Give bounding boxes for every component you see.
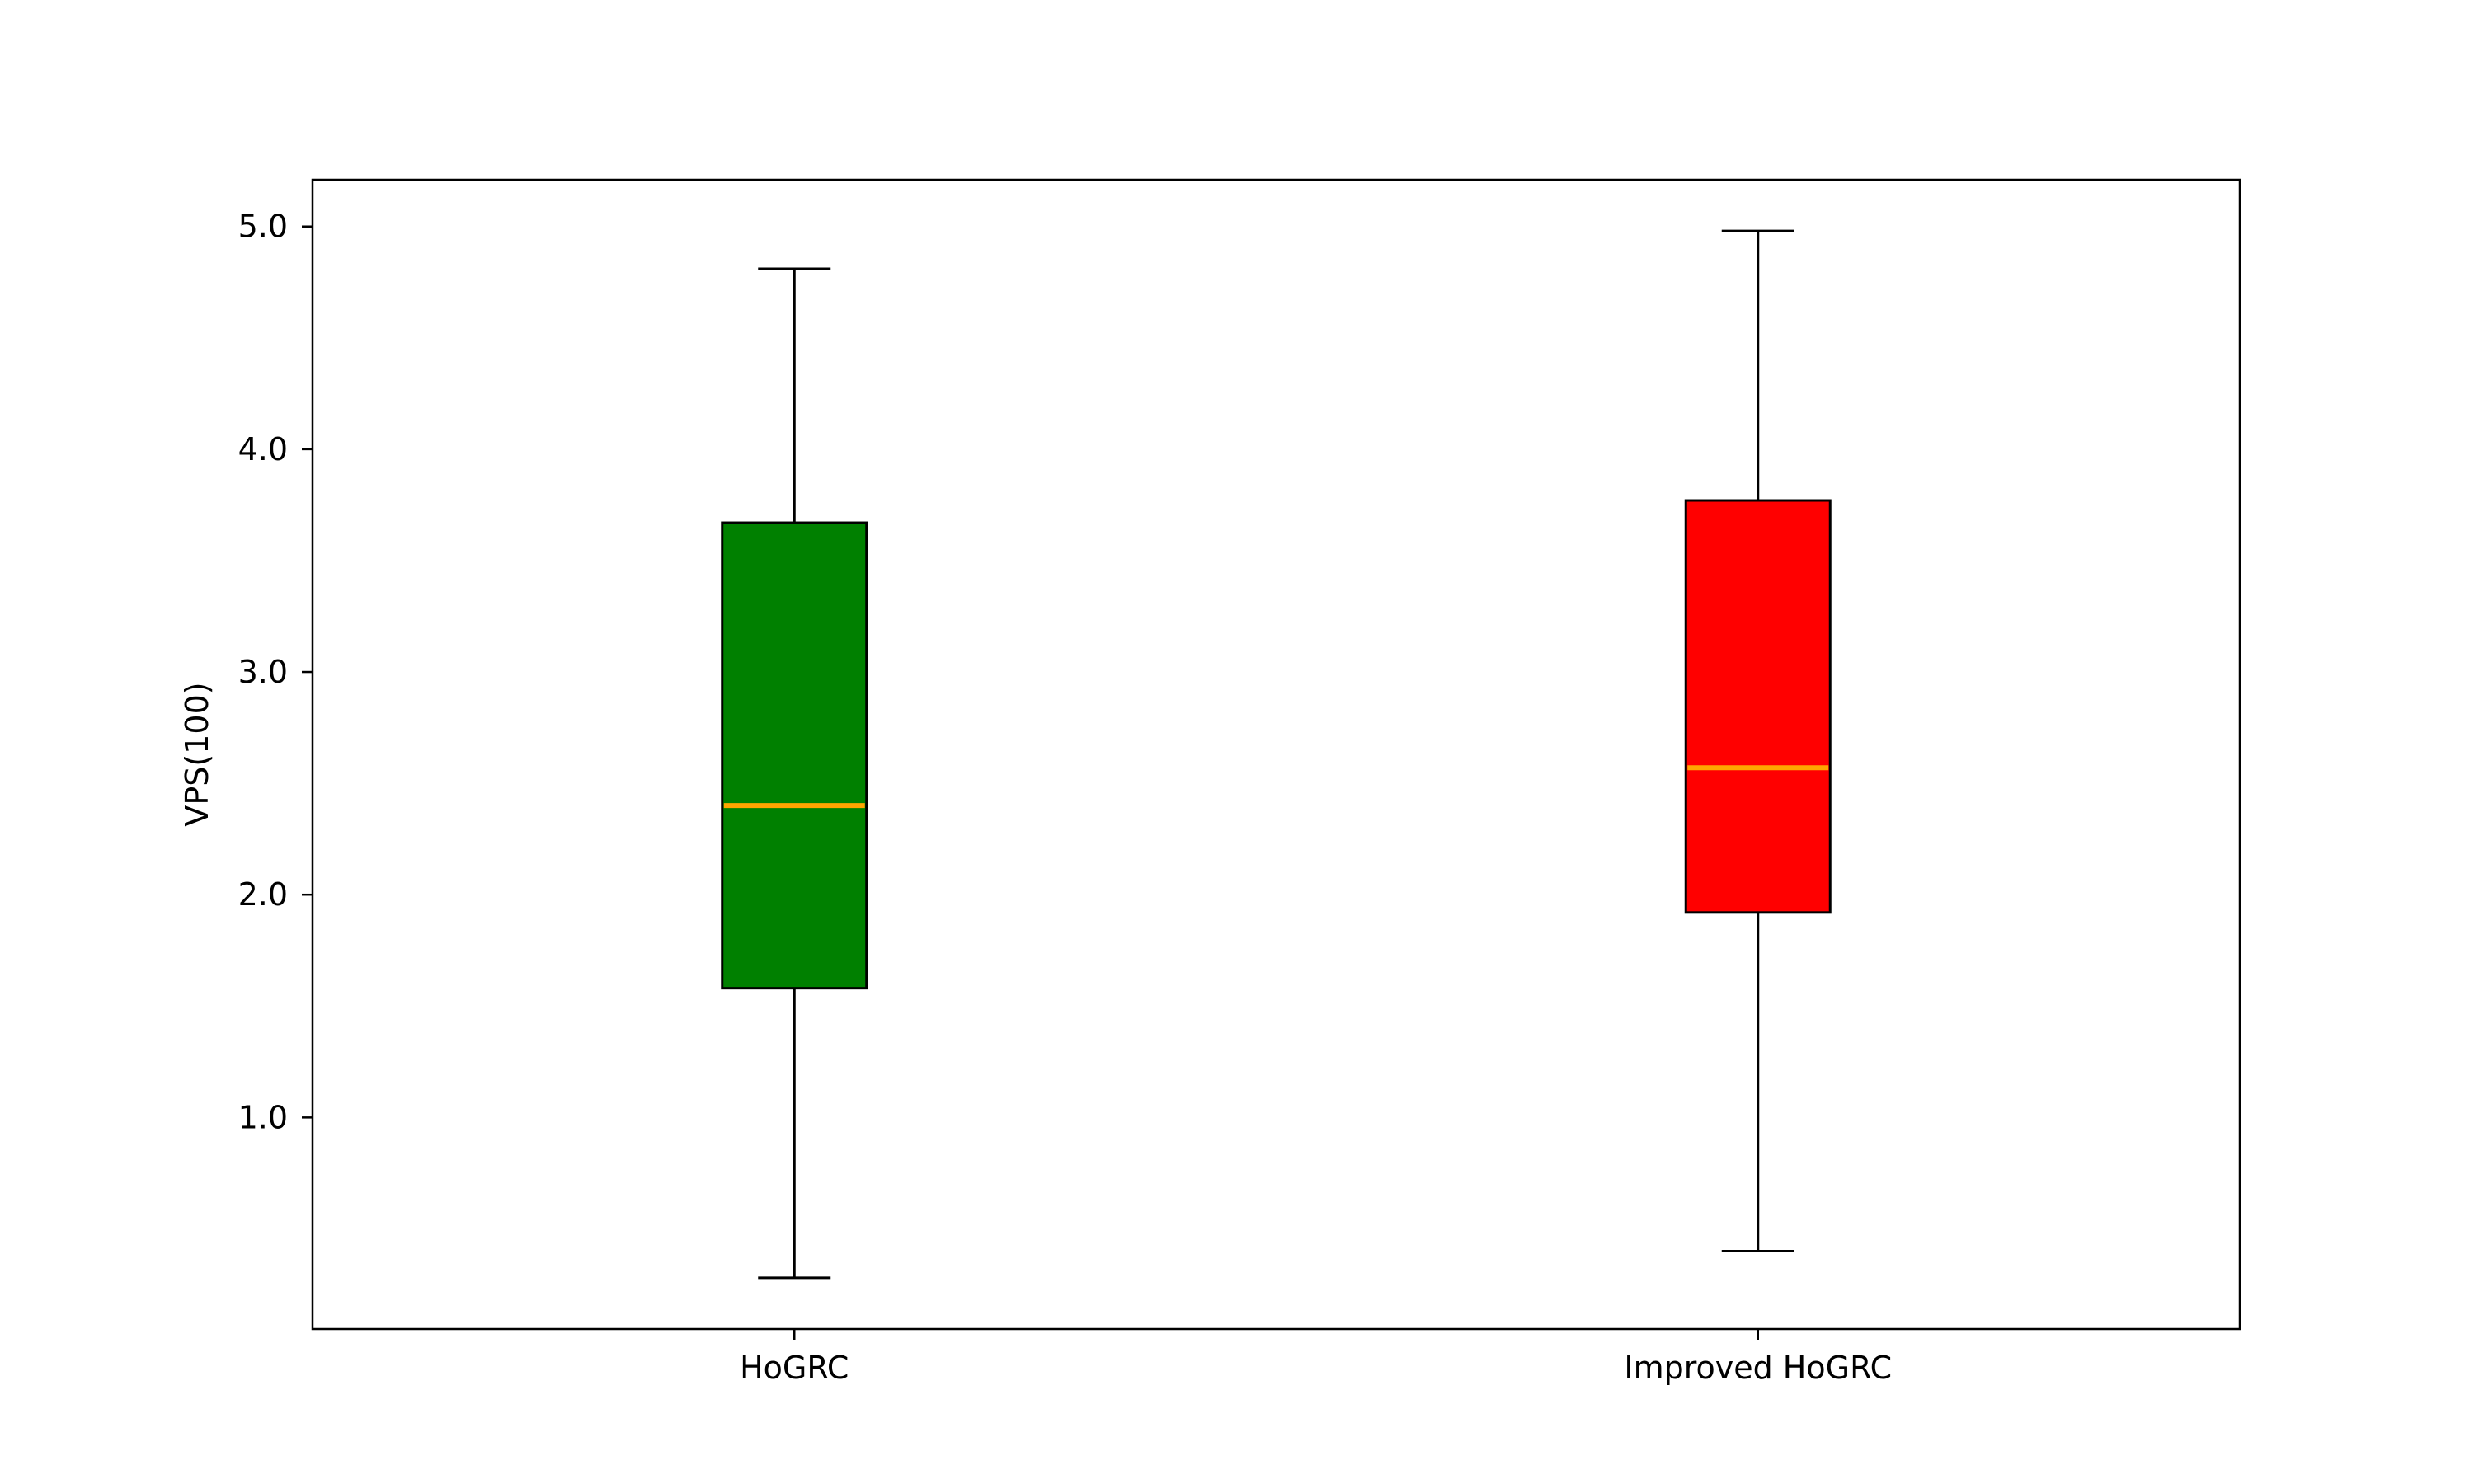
y-tick-label: 1.0	[238, 1099, 288, 1135]
y-tick-label: 5.0	[238, 209, 288, 245]
iqr-box	[1684, 499, 1832, 914]
y-axis-label: VPS(100)	[179, 682, 215, 826]
iqr-box	[721, 521, 868, 990]
x-axis: HoGRC Improved HoGRC	[740, 1329, 1892, 1386]
box-group	[721, 267, 868, 1280]
box-group	[1684, 229, 1832, 1252]
y-tick-label: 2.0	[238, 876, 288, 913]
y-tick-label: 3.0	[238, 654, 288, 690]
boxes-layer	[721, 229, 1832, 1280]
plot-frame	[311, 178, 2241, 1331]
x-category-label: HoGRC	[740, 1350, 849, 1386]
x-category-label: Improved HoGRC	[1624, 1350, 1892, 1386]
y-tick-label: 4.0	[238, 431, 288, 467]
y-axis: 1.0 2.0 3.0 4.0 5.0	[238, 209, 313, 1135]
